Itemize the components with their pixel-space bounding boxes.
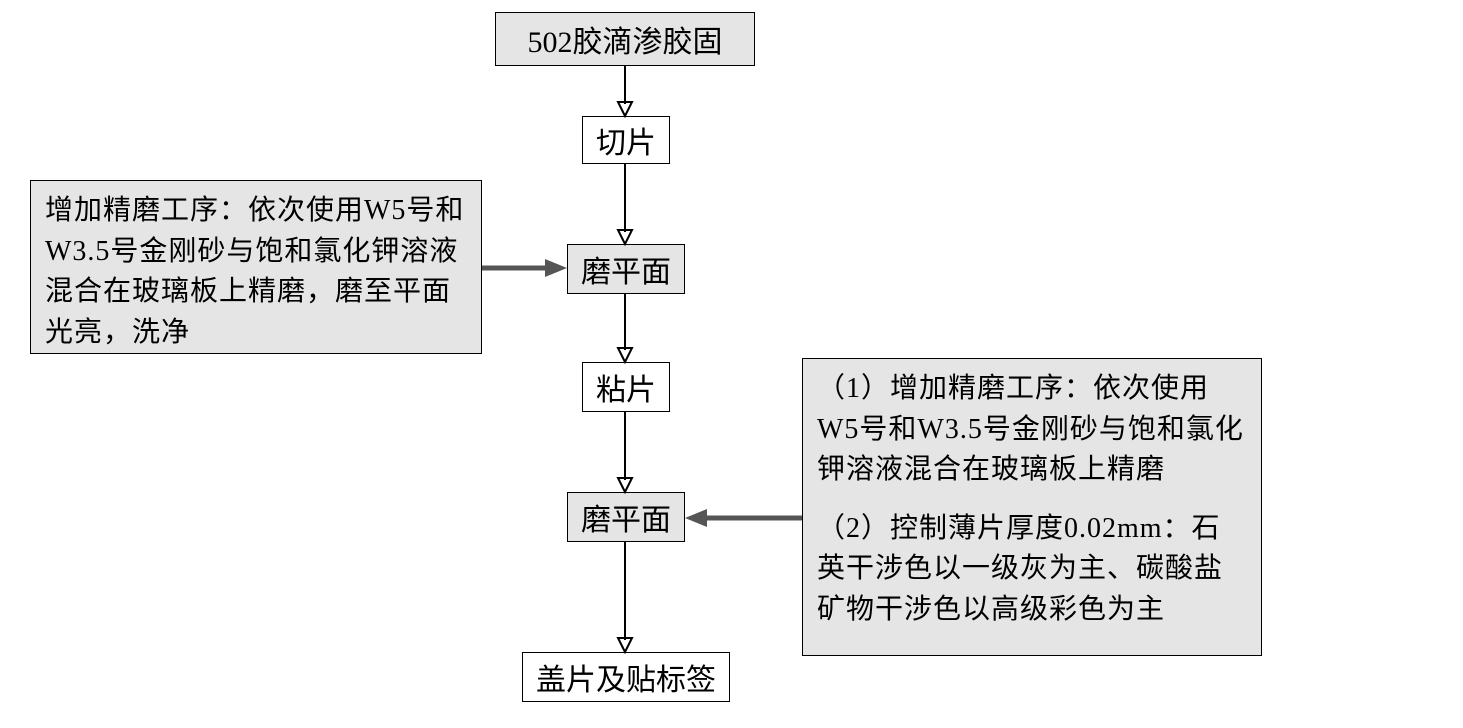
arrow-down-4 [615, 412, 635, 492]
flow-node-glue-fix: 502胶滴渗胶固 [495, 12, 755, 66]
arrow-down-1 [615, 66, 635, 116]
annotation-text-1: （1）增加精磨工序：依次使用W5号和W3.5号金刚砂与饱和氯化钾溶液混合在玻璃板… [817, 369, 1247, 491]
arrow-down-3 [615, 294, 635, 362]
arrow-down-2 [615, 164, 635, 244]
flow-node-grind-1: 磨平面 [567, 244, 685, 294]
node-label: 盖片及贴标签 [536, 655, 716, 699]
arrow-down-5 [615, 542, 635, 652]
arrow-left-annotation [685, 506, 802, 530]
flow-node-cover-label: 盖片及贴标签 [522, 652, 730, 702]
annotation-right: （1）增加精磨工序：依次使用W5号和W3.5号金刚砂与饱和氯化钾溶液混合在玻璃板… [802, 358, 1262, 656]
node-label: 粘片 [596, 365, 656, 409]
flow-node-grind-2: 磨平面 [567, 492, 685, 542]
node-label: 磨平面 [581, 495, 671, 539]
flow-node-stick: 粘片 [582, 362, 670, 412]
annotation-text: 增加精磨工序：依次使用W5号和W3.5号金刚砂与饱和氯化钾溶液混合在玻璃板上精磨… [45, 195, 464, 348]
node-label: 磨平面 [581, 247, 671, 291]
node-label: 502胶滴渗胶固 [528, 17, 723, 61]
annotation-text-2: （2）控制薄片厚度0.02mm：石英干涉色以一级灰为主、碳酸盐矿物干涉色以高级彩… [817, 509, 1247, 631]
annotation-left: 增加精磨工序：依次使用W5号和W3.5号金刚砂与饱和氯化钾溶液混合在玻璃板上精磨… [30, 180, 482, 354]
flow-node-slice: 切片 [582, 116, 670, 164]
node-label: 切片 [596, 118, 656, 162]
arrow-right-annotation [482, 256, 567, 280]
